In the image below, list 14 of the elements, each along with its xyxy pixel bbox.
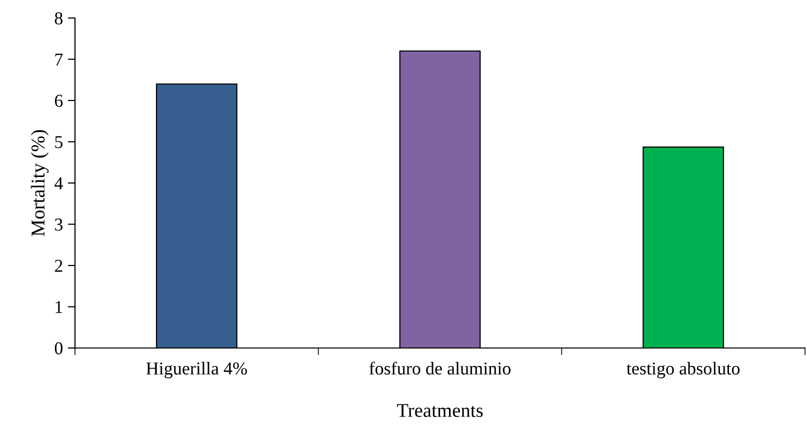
x-tick-label: fosfuro de aluminio xyxy=(369,362,511,375)
y-tick-label: 3 xyxy=(55,218,62,231)
y-tick-label: 7 xyxy=(55,54,63,66)
x-tick-label: Higuerilla 4% xyxy=(146,362,247,378)
y-tick-label: 0 xyxy=(54,342,63,354)
y-tick-label: 5 xyxy=(55,136,62,148)
x-axis-title: Treatments xyxy=(396,404,483,417)
y-tick-label: 1 xyxy=(56,301,62,314)
y-tick-label: 4 xyxy=(54,177,63,190)
x-tick-label: testigo absoluto xyxy=(626,362,740,378)
y-axis-title: Mortality (%) xyxy=(30,130,49,236)
y-tick-label: 8 xyxy=(54,12,63,24)
y-tick-label: 6 xyxy=(54,94,63,107)
y-tick-label: 2 xyxy=(54,260,62,272)
